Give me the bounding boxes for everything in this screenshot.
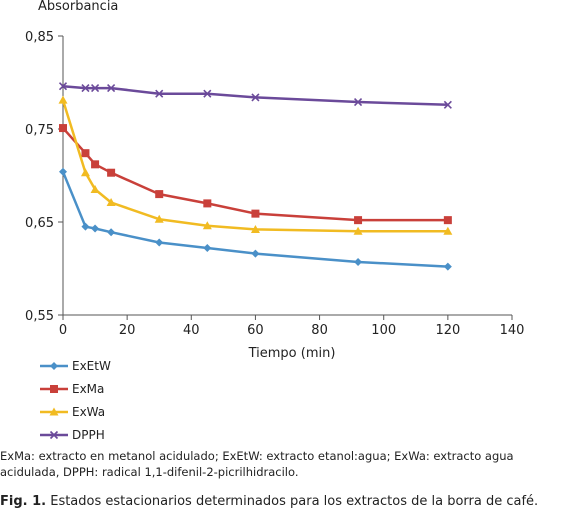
y-tick-label: 0,85 — [25, 30, 54, 45]
data-point-exma — [91, 160, 100, 169]
legend-swatch-exwa — [40, 407, 68, 415]
data-point-exetw — [59, 167, 67, 176]
data-point-exma — [203, 199, 212, 208]
data-point-dpph — [91, 84, 100, 93]
y-tick-label: 0,55 — [25, 309, 54, 324]
x-tick-label: 120 — [435, 323, 460, 338]
x-tick-label: 80 — [311, 323, 328, 338]
series-exetw — [59, 167, 452, 271]
line-chart: Absorbancia Tiempo (min) 0 20 40 60 80 100 120… — [25, 0, 525, 361]
legend-label-exetw: ExEtW — [72, 358, 111, 373]
data-point-exetw — [443, 262, 452, 271]
figure-caption: Fig. 1. Estados estacionarios determinad… — [0, 494, 572, 509]
footnote: ExMa: extracto en metanol acidulado; ExE… — [0, 449, 514, 479]
x-tick-label: 0 — [59, 323, 67, 338]
data-point-dpph — [58, 82, 68, 91]
data-point-dpph — [251, 93, 260, 102]
series-exwa — [58, 95, 453, 235]
data-point-dpph — [353, 97, 363, 107]
legend-item-exwa: ExWa — [40, 400, 111, 423]
data-point-exetw — [91, 224, 100, 233]
legend-swatch-dpph — [40, 430, 68, 439]
data-point-exma — [107, 168, 116, 177]
data-point-exetw — [354, 257, 363, 266]
data-point-dpph — [443, 100, 452, 109]
data-point-exetw — [81, 222, 90, 231]
figure-caption-label: Fig. 1. — [0, 494, 47, 509]
data-point-exma — [251, 209, 260, 218]
data-point-exwa — [443, 226, 453, 235]
data-point-exma — [443, 216, 452, 225]
data-point-exma — [354, 216, 363, 225]
data-point-exwa — [80, 168, 90, 177]
series-exma — [59, 124, 452, 225]
data-point-dpph — [203, 89, 212, 98]
data-point-exwa — [353, 226, 363, 235]
series-line-dpph — [62, 84, 448, 107]
legend-item-exma: ExMa — [40, 377, 111, 400]
x-tick-label: 40 — [183, 323, 200, 338]
x-tick-label: 60 — [247, 323, 264, 338]
data-point-exetw — [203, 244, 212, 253]
legend-label-exma: ExMa — [72, 381, 105, 396]
y-tick-label: 0,75 — [25, 123, 54, 138]
data-point-exwa — [202, 221, 212, 230]
data-point-exwa — [90, 184, 100, 193]
data-point-exwa — [154, 214, 164, 223]
x-tick-label: 20 — [119, 323, 136, 338]
x-axis-label: Tiempo (min) — [248, 346, 336, 361]
series-dpph — [58, 82, 452, 109]
x-tick-label: 140 — [500, 323, 525, 338]
data-point-exetw — [107, 228, 116, 237]
figure-caption-text: Estados estacionarios determinados para … — [46, 494, 539, 509]
data-point-dpph — [81, 84, 90, 93]
legend-swatch-exma — [40, 384, 68, 393]
legend-label-exwa: ExWa — [72, 404, 106, 419]
data-point-dpph — [107, 84, 116, 93]
data-point-exetw — [251, 249, 260, 258]
y-tick-label: 0,65 — [25, 216, 54, 231]
data-point-dpph — [155, 89, 164, 98]
legend-item-exetw: ExEtW — [40, 354, 111, 377]
data-point-exma — [81, 149, 90, 158]
legend: ExEtW ExMa ExWa DPPH — [40, 354, 111, 446]
data-point-exetw — [155, 238, 164, 247]
x-tick-label: 100 — [371, 323, 396, 338]
data-point-exma — [59, 124, 67, 133]
legend-swatch-exetw — [40, 361, 68, 370]
data-point-exwa — [250, 224, 260, 233]
data-point-exwa — [106, 197, 116, 206]
y-axis-label: Absorbancia — [38, 0, 118, 14]
legend-label-dpph: DPPH — [72, 427, 105, 442]
data-point-exma — [155, 190, 164, 199]
legend-item-dpph: DPPH — [40, 423, 111, 446]
data-point-exwa — [58, 95, 68, 104]
